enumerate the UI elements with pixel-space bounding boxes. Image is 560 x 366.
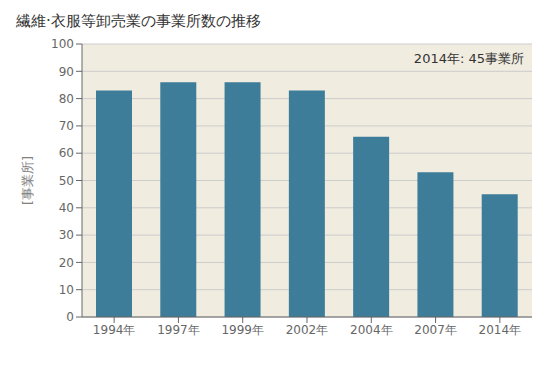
svg-text:2007年: 2007年 — [414, 323, 457, 337]
svg-text:1997年: 1997年 — [157, 323, 200, 337]
svg-text:40: 40 — [59, 201, 74, 215]
svg-text:80: 80 — [59, 92, 74, 106]
svg-text:0: 0 — [66, 310, 74, 324]
svg-text:2002年: 2002年 — [286, 323, 329, 337]
svg-text:20: 20 — [59, 256, 74, 270]
svg-text:10: 10 — [59, 283, 74, 297]
svg-text:2014年: 2014年 — [479, 323, 522, 337]
html-text:繊維·衣服等卸売業の事業所数の推移: 繊維·衣服等卸売業の事業所数の推移 — [16, 12, 261, 30]
svg-text:1999年: 1999年 — [221, 323, 264, 337]
svg-text:90: 90 — [59, 65, 74, 79]
html-text:2014年: 45事業所: 2014年: 45事業所 — [413, 51, 524, 66]
svg-text:50: 50 — [59, 174, 74, 188]
svg-text:30: 30 — [59, 228, 74, 242]
svg-text:70: 70 — [59, 119, 74, 133]
svg-text:2004年: 2004年 — [350, 323, 393, 337]
svg-text:100: 100 — [51, 37, 74, 51]
svg-text:1994年: 1994年 — [93, 323, 136, 337]
svg-text:60: 60 — [59, 146, 74, 160]
svg-text:[事業所]: [事業所] — [20, 156, 35, 205]
